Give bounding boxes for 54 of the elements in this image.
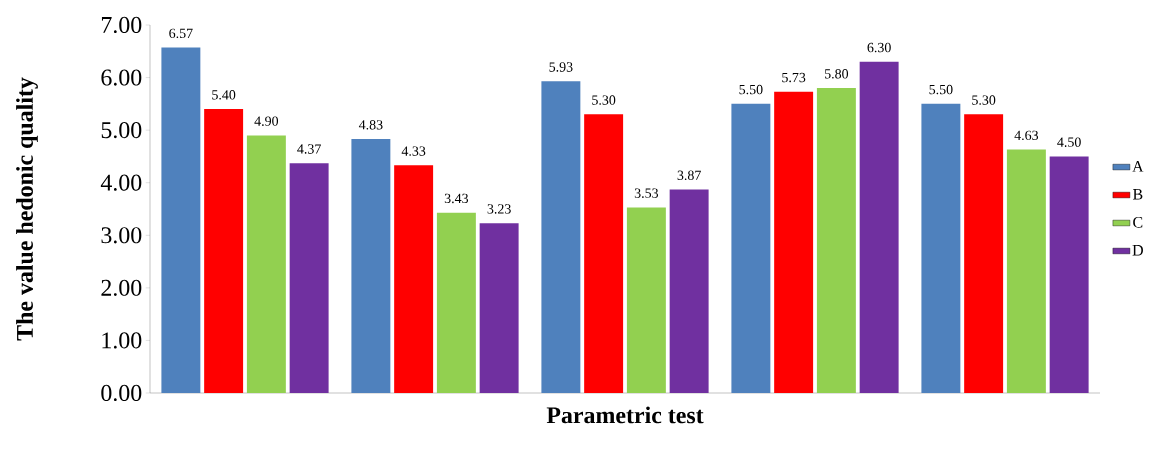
bar <box>204 109 244 393</box>
bar <box>626 207 666 393</box>
y-tick-label: 3.00 <box>101 227 142 244</box>
data-label: 5.73 <box>782 72 806 83</box>
bar <box>246 135 286 393</box>
data-label: 5.30 <box>592 95 616 105</box>
legend-label: C <box>1133 216 1143 228</box>
y-tick-label: 5.00 <box>101 122 142 139</box>
data-label: 3.23 <box>487 204 511 214</box>
y-tick-label: 6.00 <box>101 69 142 86</box>
data-label: 4.90 <box>254 116 279 126</box>
data-label: 6.57 <box>169 28 193 39</box>
y-tick-label: 2.00 <box>101 279 142 296</box>
data-label: 5.50 <box>739 84 763 95</box>
data-label: 5.93 <box>549 62 573 72</box>
y-tick-label: 0.00 <box>101 384 142 402</box>
bar <box>479 223 519 393</box>
bar <box>816 88 856 393</box>
data-label: 4.33 <box>401 146 426 156</box>
data-label: 4.63 <box>1014 130 1039 141</box>
data-label: 3.53 <box>634 188 659 198</box>
bar <box>921 103 961 393</box>
y-tick-label: 1.00 <box>102 332 142 349</box>
bar <box>731 103 771 393</box>
bar <box>859 61 899 393</box>
data-label: 5.30 <box>972 95 996 105</box>
data-label: 4.37 <box>297 144 321 154</box>
bar <box>669 189 709 393</box>
bar <box>964 114 1004 393</box>
bar <box>351 139 391 393</box>
bar <box>541 81 581 393</box>
data-label: 4.50 <box>1057 137 1081 147</box>
data-label: 4.83 <box>358 120 383 130</box>
bar <box>161 47 201 393</box>
bar <box>1006 149 1046 393</box>
data-label: 6.30 <box>867 42 891 53</box>
data-label: 3.43 <box>444 193 469 204</box>
y-tick-label: 7.00 <box>101 16 142 34</box>
data-label: 5.80 <box>824 69 849 79</box>
bar <box>289 163 329 393</box>
data-label: 5.50 <box>929 84 953 95</box>
bar <box>394 165 434 393</box>
x-axis-title: Parametric test <box>546 406 704 424</box>
bar <box>1049 156 1089 393</box>
y-tick-label: 4.00 <box>100 174 142 191</box>
data-label: 5.40 <box>212 90 236 100</box>
legend-label: D <box>1132 245 1143 256</box>
legend-label: B <box>1132 189 1143 200</box>
bar <box>436 212 476 393</box>
bar <box>584 114 624 393</box>
data-label: 3.87 <box>677 170 701 181</box>
y-axis-title: The value hedonic quality <box>16 77 38 341</box>
legend-label: A <box>1132 161 1144 172</box>
bar <box>774 91 814 393</box>
